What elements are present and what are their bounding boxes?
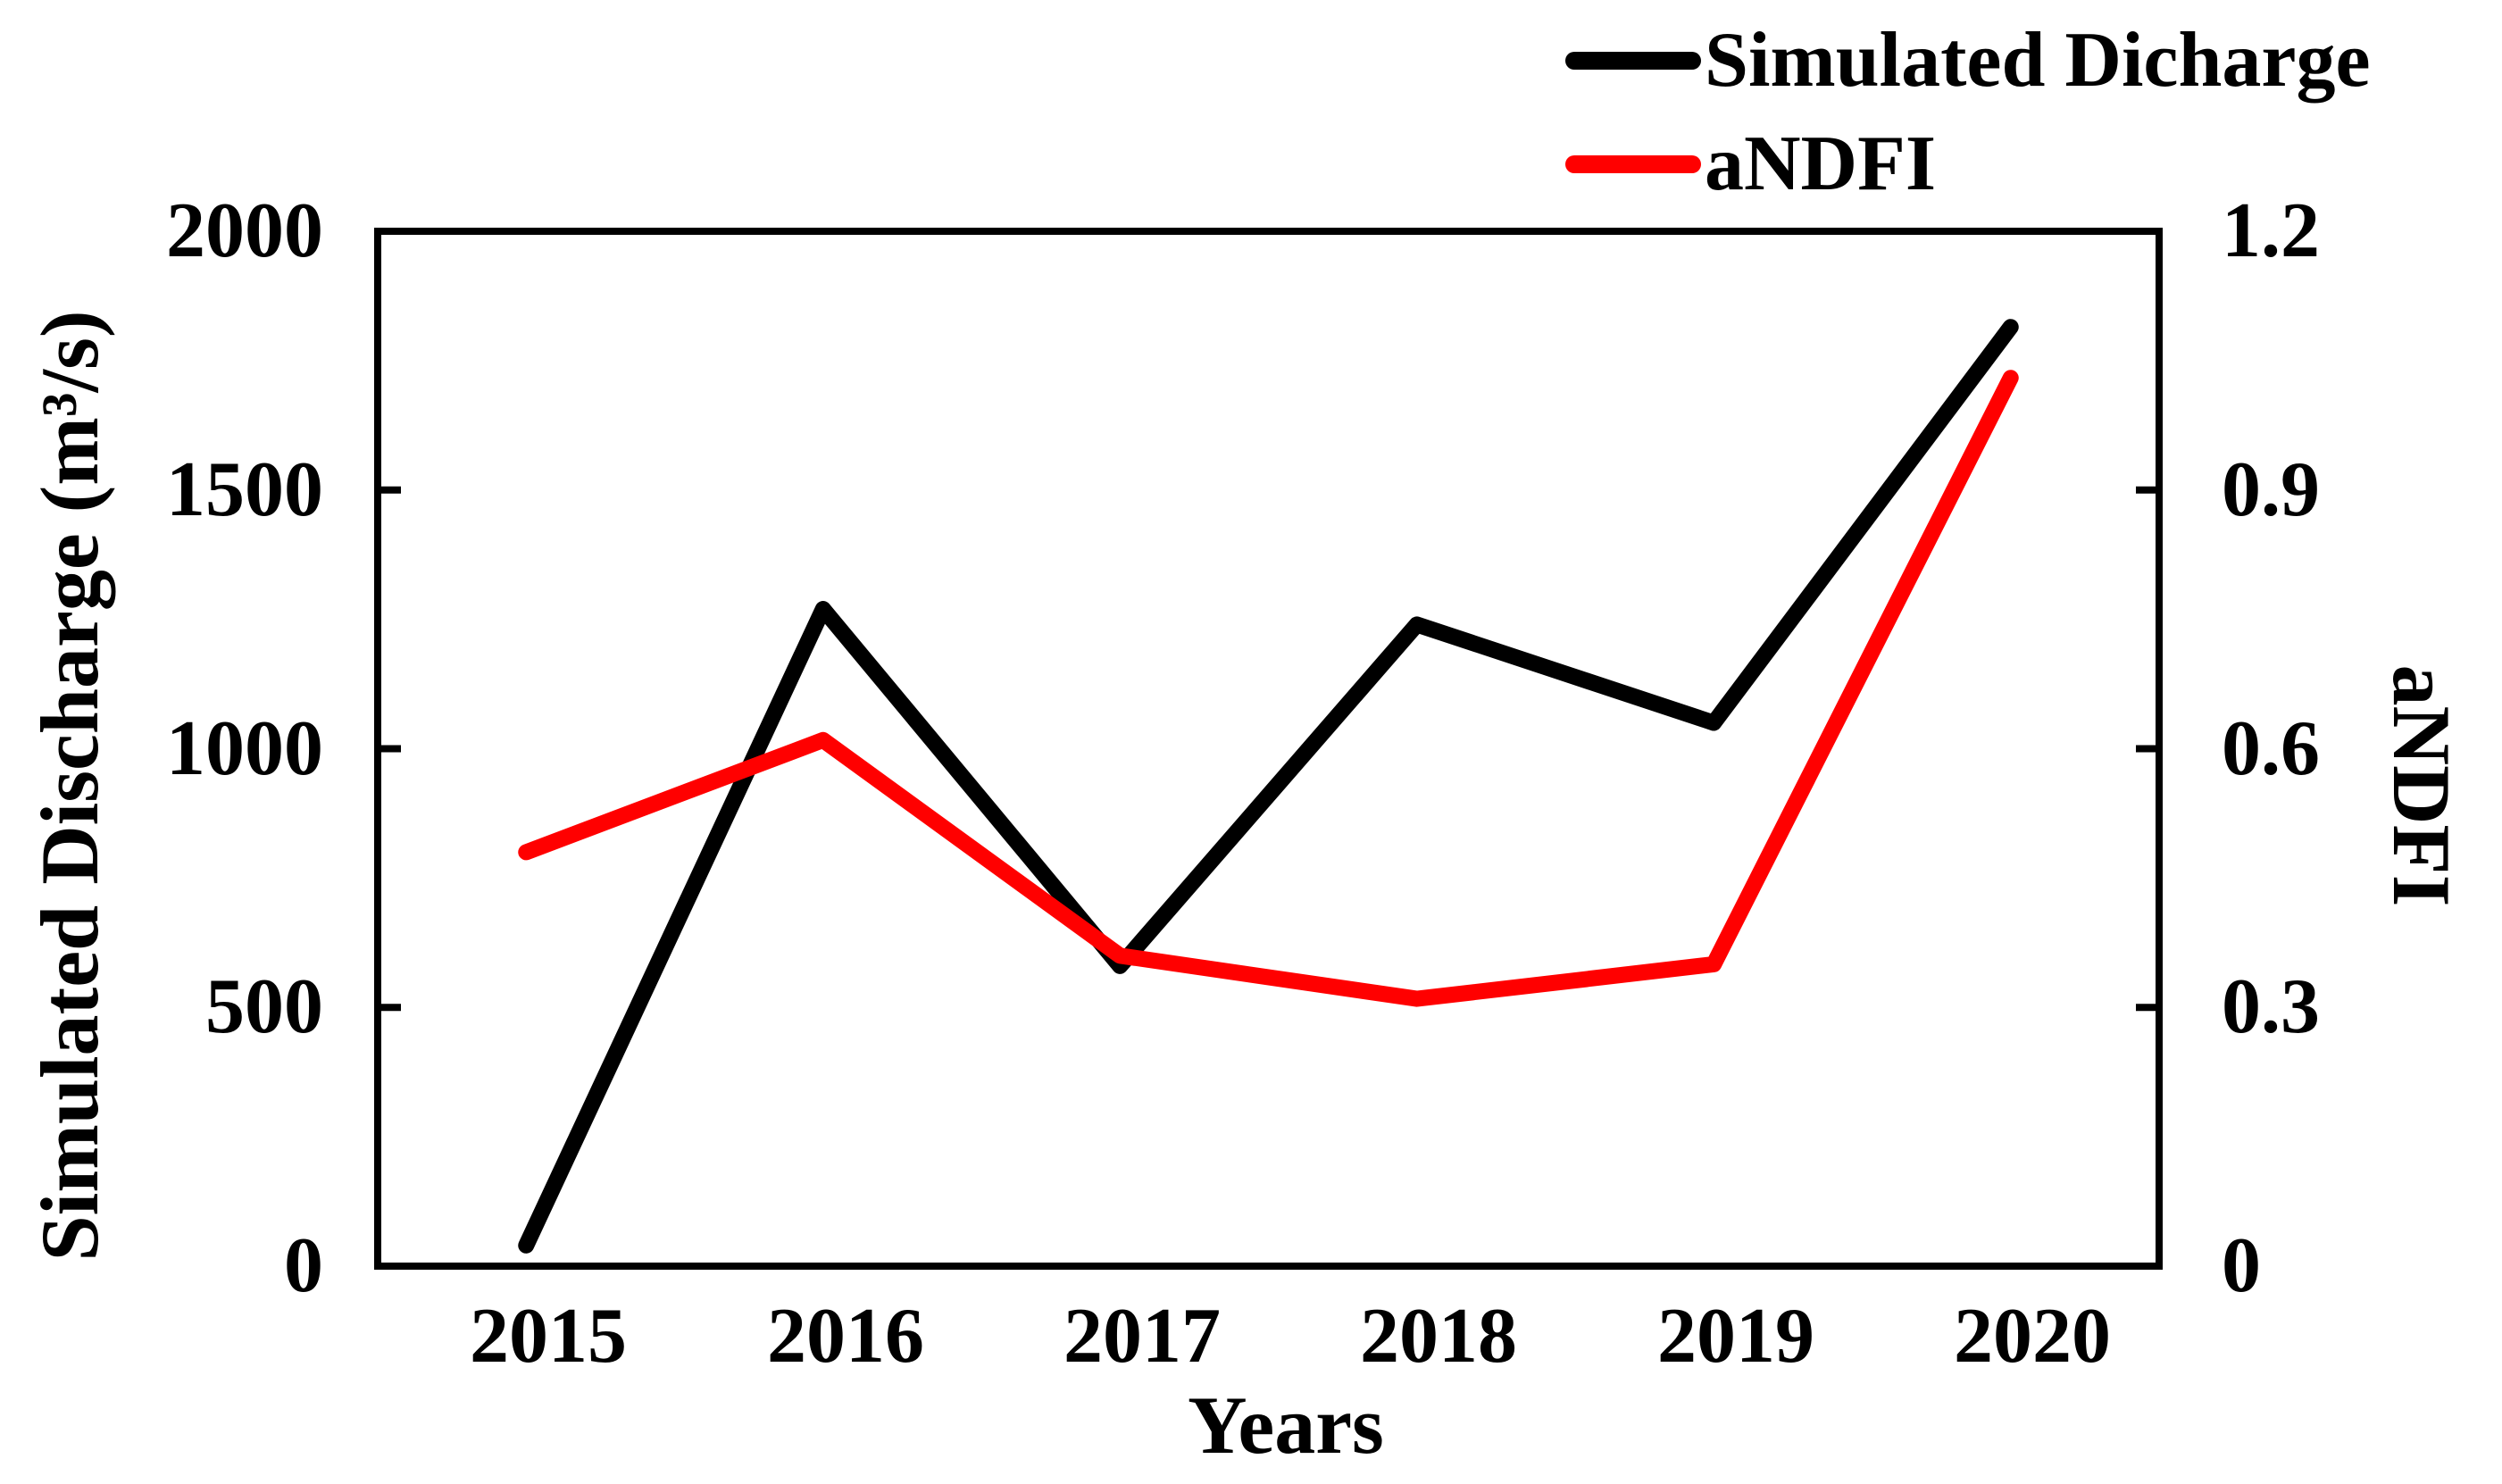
y-left-tick-label: 0 <box>284 1222 323 1309</box>
legend-item-simulated-discharge: Simulated Dicharge <box>1565 9 2371 113</box>
y-right-tick-label: 1.2 <box>2222 188 2320 274</box>
y-axis-title-left: Simulated Discharge (m³/s) <box>24 310 115 1262</box>
x-tick-label: 2015 <box>470 1293 627 1380</box>
legend-line-swatch-red <box>1565 155 1701 173</box>
y-right-tick-label: 0 <box>2222 1222 2261 1309</box>
x-tick-label: 2019 <box>1657 1293 1814 1380</box>
legend: Simulated Dicharge aNDFI <box>1565 9 2371 216</box>
x-tick-label: 2016 <box>767 1293 924 1380</box>
y-left-tick-label: 500 <box>205 963 323 1050</box>
y-right-tick-label: 0.6 <box>2222 705 2320 792</box>
x-axis-title: Years <box>1188 1380 1384 1471</box>
legend-item-andfi: aNDFI <box>1565 113 2371 216</box>
y-left-tick-label: 1000 <box>166 705 323 792</box>
x-tick-label: 2017 <box>1063 1293 1221 1380</box>
x-tick-label: 2020 <box>1954 1293 2111 1380</box>
y-axis-title-right: aNDFI <box>2376 664 2467 907</box>
y-right-tick-label: 0.3 <box>2222 963 2320 1050</box>
y-left-tick-label: 1500 <box>166 446 323 533</box>
y-right-tick-label: 0.9 <box>2222 446 2320 533</box>
x-tick-label: 2018 <box>1360 1293 1517 1380</box>
legend-label: Simulated Dicharge <box>1705 17 2371 104</box>
legend-label: aNDFI <box>1705 121 1937 207</box>
y-left-tick-label: 2000 <box>166 188 323 274</box>
legend-line-swatch-black <box>1565 52 1701 70</box>
